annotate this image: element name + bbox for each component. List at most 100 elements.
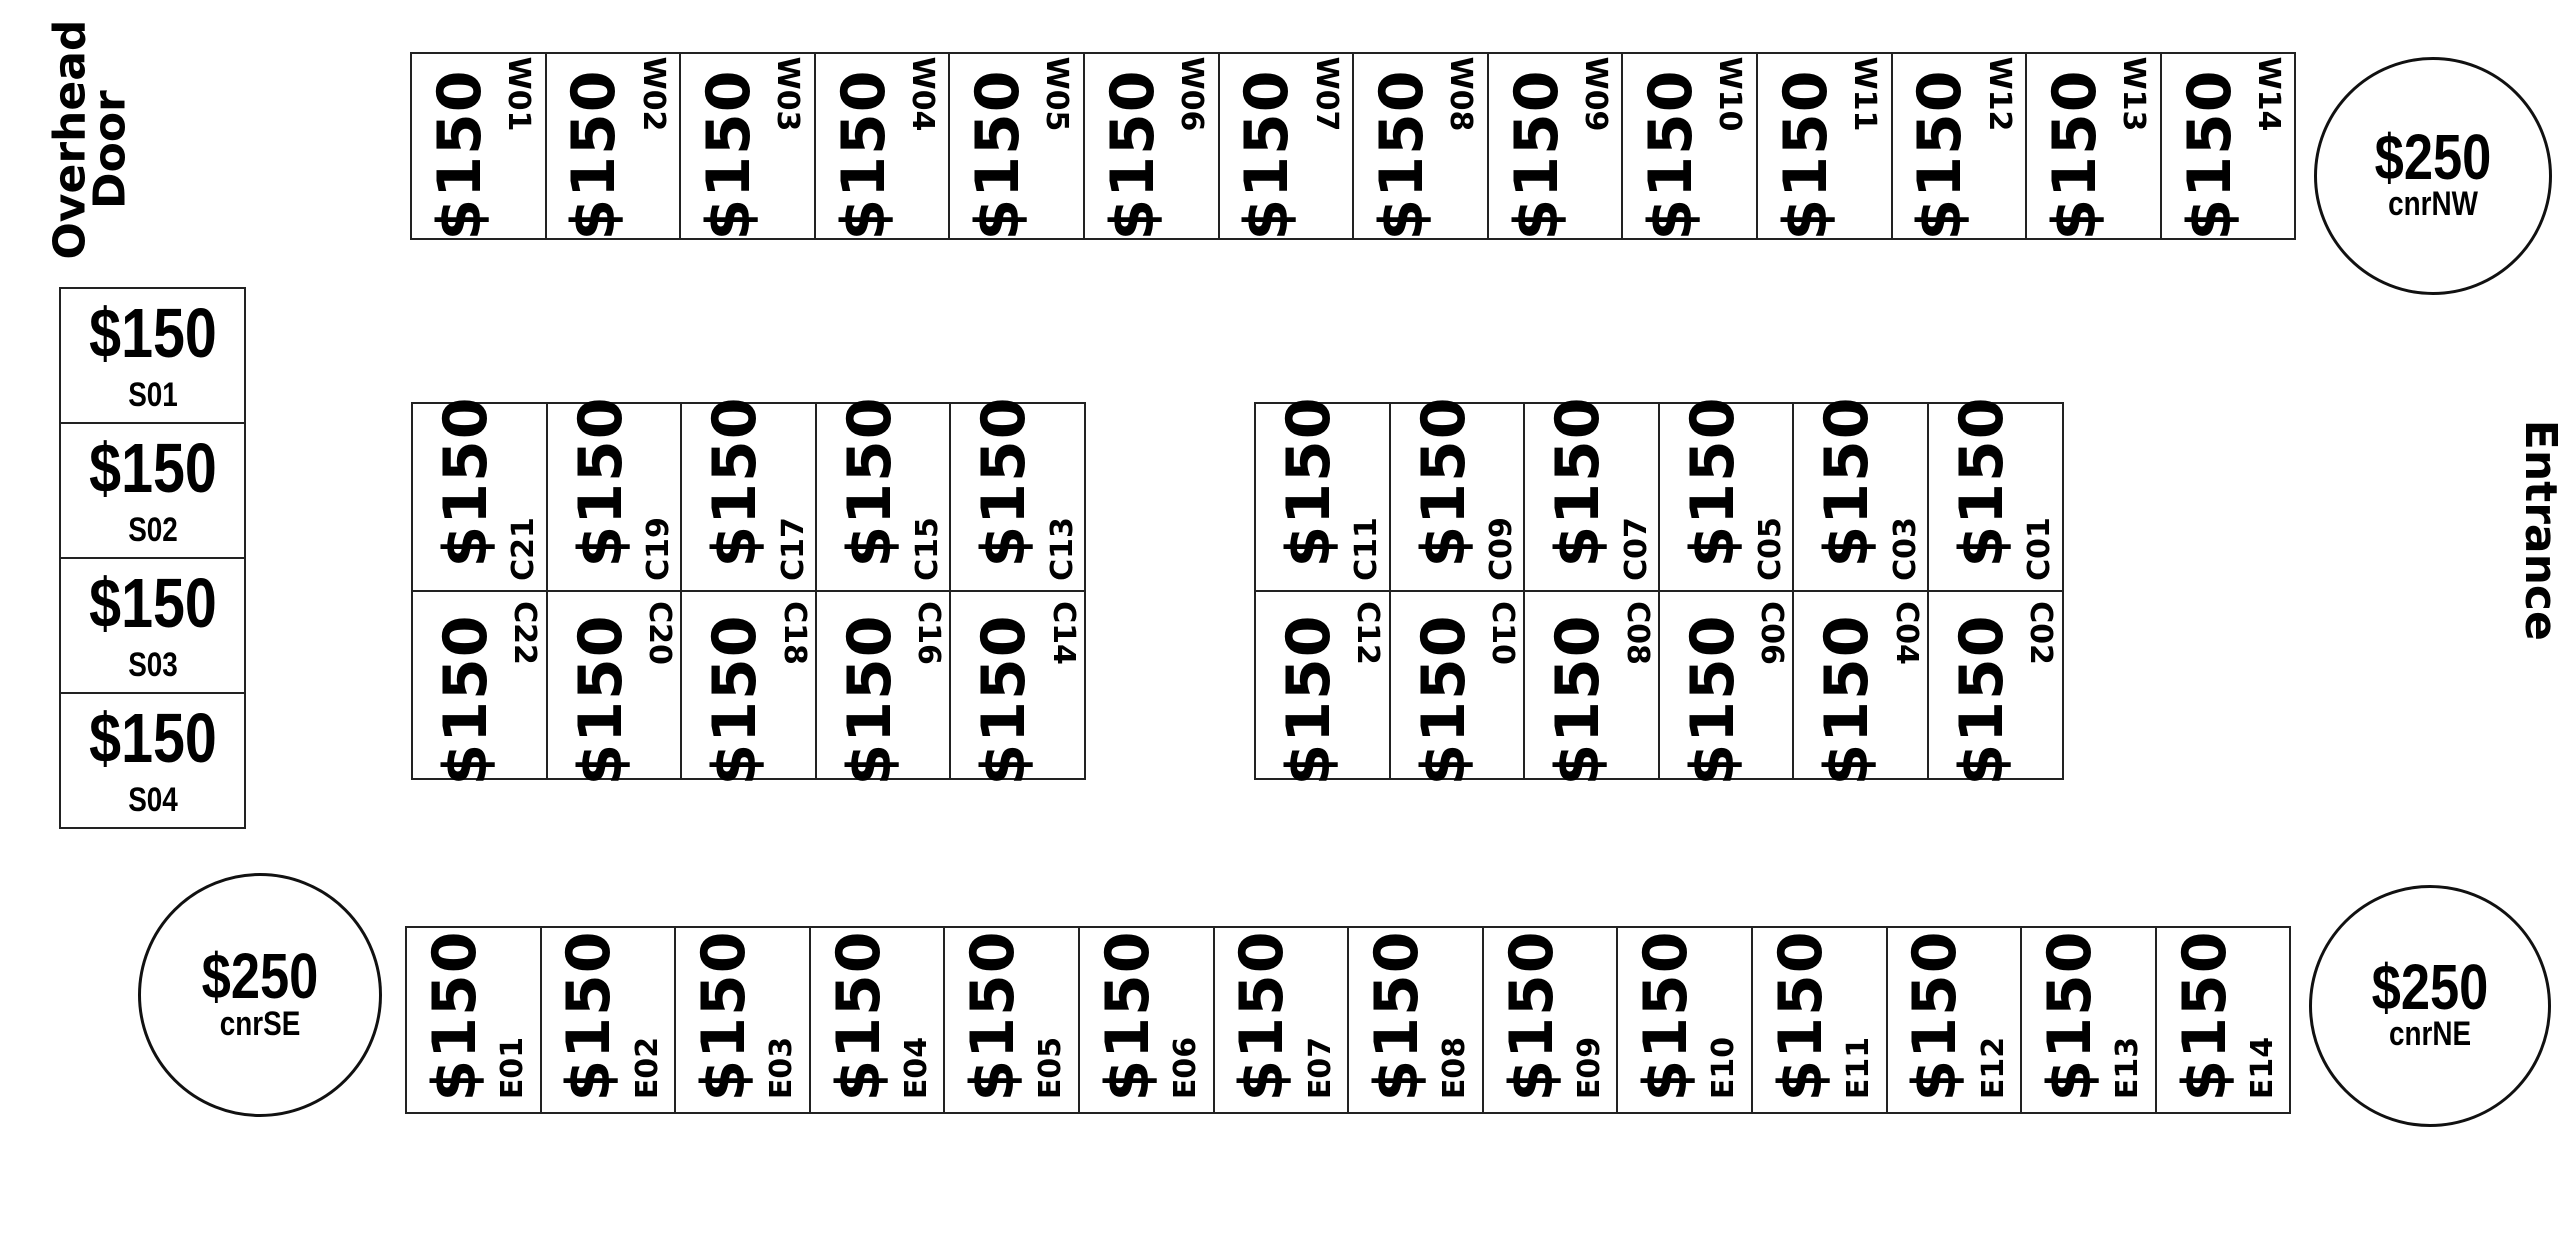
booth-id: E06: [1168, 1036, 1204, 1099]
booth-s03[interactable]: $150 S03: [59, 557, 246, 694]
booth-c01[interactable]: $150 C01: [1927, 397, 2064, 592]
booth-id: S01: [127, 376, 178, 415]
booth-id: W06: [1174, 57, 1210, 132]
booth-e03[interactable]: $150 E03: [674, 926, 811, 1114]
booth-c03[interactable]: $150 C03: [1792, 397, 1929, 592]
booth-id: C11: [1349, 517, 1385, 581]
booth-id: W11: [1847, 57, 1883, 132]
booth-price: $150: [823, 930, 894, 1102]
booth-w12[interactable]: $150 W12: [1890, 52, 2028, 241]
booth-price: $150: [1770, 69, 1841, 241]
booth-c06[interactable]: $150 C06: [1657, 590, 1795, 785]
booth-e04[interactable]: $150 E04: [808, 926, 946, 1114]
booth-id: C13: [1044, 517, 1080, 581]
booth-w01[interactable]: $150 W01: [410, 52, 547, 241]
booth-e09[interactable]: $150 E09: [1481, 926, 1619, 1114]
booth-w07[interactable]: $150 W07: [1217, 52, 1355, 241]
booth-c02[interactable]: $150 C02: [1927, 590, 2064, 785]
booth-id: C09: [1483, 517, 1519, 581]
booth-id: E08: [1437, 1036, 1473, 1099]
booth-e13[interactable]: $150 E13: [2020, 926, 2157, 1114]
booth-w09[interactable]: $150 W09: [1486, 52, 1624, 241]
booth-e14[interactable]: $150 E14: [2154, 926, 2292, 1114]
booth-w14[interactable]: $150 W14: [2159, 52, 2297, 241]
booth-price: $150: [424, 69, 495, 241]
booth-id: W09: [1577, 57, 1613, 132]
booth-c04[interactable]: $150 C04: [1792, 590, 1929, 785]
booth-c05[interactable]: $150 C05: [1657, 397, 1795, 592]
booth-c10[interactable]: $150 C10: [1388, 590, 1526, 785]
booth-w11[interactable]: $150 W11: [1756, 52, 1893, 241]
booth-c17[interactable]: $150 C17: [680, 397, 817, 592]
booth-w02[interactable]: $150 W02: [544, 52, 682, 241]
booth-id: C05: [1753, 517, 1789, 581]
booth-id: C21: [506, 517, 542, 581]
booth-e12[interactable]: $150 E12: [1885, 926, 2023, 1114]
booth-c20[interactable]: $150 C20: [545, 590, 683, 785]
booth-price: $150: [2169, 930, 2240, 1102]
booth-w10[interactable]: $150 W10: [1621, 52, 1758, 241]
corner-booth-cnrse[interactable]: $250 cnrSE: [138, 873, 382, 1117]
booth-price: $150: [1274, 396, 1345, 568]
booth-id: C22: [507, 601, 543, 665]
booth-c19[interactable]: $150 C19: [545, 397, 683, 592]
booth-c14[interactable]: $150 C14: [949, 590, 1086, 785]
booth-price: $150: [88, 698, 217, 777]
booth-id: S02: [127, 511, 178, 550]
booth-e11[interactable]: $150 E11: [1751, 926, 1888, 1114]
booth-c07[interactable]: $150 C07: [1523, 397, 1660, 592]
booth-price: $150: [1812, 614, 1883, 786]
booth-s02[interactable]: $150 S02: [59, 422, 246, 559]
booth-id: C12: [1350, 601, 1386, 665]
booth-price: $150: [1408, 614, 1479, 786]
booth-c13[interactable]: $150 C13: [949, 397, 1086, 592]
booth-id: C18: [776, 601, 812, 665]
booth-s01[interactable]: $150 S01: [59, 287, 246, 424]
booth-e10[interactable]: $150 E10: [1616, 926, 1753, 1114]
booth-id: C01: [2022, 517, 2058, 581]
booth-id: C20: [641, 601, 677, 665]
corner-booth-cnrnw[interactable]: $250 cnrNW: [2314, 57, 2552, 295]
booth-price: $150: [1677, 614, 1748, 786]
booth-price: $150: [688, 930, 759, 1102]
booth-e01[interactable]: $150 E01: [405, 926, 542, 1114]
booth-price: $150: [1408, 396, 1479, 568]
overhead-door-label: Overhead Door: [44, 20, 135, 260]
booth-price: $150: [1496, 930, 1567, 1102]
booth-w06[interactable]: $150 W06: [1083, 52, 1220, 241]
booth-w08[interactable]: $150 W08: [1352, 52, 1489, 241]
booth-e08[interactable]: $150 E08: [1347, 926, 1484, 1114]
booth-price: $150: [1812, 396, 1883, 568]
booth-w13[interactable]: $150 W13: [2025, 52, 2162, 241]
booth-c15[interactable]: $150 C15: [814, 397, 952, 592]
booth-c21[interactable]: $150 C21: [411, 397, 548, 592]
booth-e05[interactable]: $150 E05: [943, 926, 1080, 1114]
booth-price: $150: [1636, 69, 1707, 241]
booth-id: C02: [2023, 601, 2059, 665]
booth-price: $150: [700, 614, 771, 786]
corner-price: $250: [2374, 121, 2492, 194]
booth-c09[interactable]: $150 C09: [1388, 397, 1526, 592]
booth-c12[interactable]: $150 C12: [1254, 590, 1391, 785]
booth-w04[interactable]: $150 W04: [813, 52, 951, 241]
booth-c11[interactable]: $150 C11: [1254, 397, 1391, 592]
booth-id: W13: [2116, 57, 2152, 132]
booth-price: $150: [88, 563, 217, 642]
booth-e07[interactable]: $150 E07: [1212, 926, 1350, 1114]
booth-e06[interactable]: $150 E06: [1078, 926, 1215, 1114]
corner-booth-cnrne[interactable]: $250 cnrNE: [2309, 885, 2551, 1127]
booth-c18[interactable]: $150 C18: [680, 590, 817, 785]
booth-price: $150: [419, 930, 490, 1102]
booth-price: $150: [1765, 930, 1836, 1102]
booth-c22[interactable]: $150 C22: [411, 590, 548, 785]
overhead-door-line2: Door: [84, 90, 135, 209]
booth-price: $150: [1677, 396, 1748, 568]
booth-w03[interactable]: $150 W03: [679, 52, 816, 241]
booth-id: W05: [1039, 57, 1075, 132]
booth-c16[interactable]: $150 C16: [814, 590, 952, 785]
booth-c08[interactable]: $150 C08: [1523, 590, 1660, 785]
booth-w05[interactable]: $150 W05: [948, 52, 1085, 241]
booth-s04[interactable]: $150 S04: [59, 692, 246, 829]
booth-id: S04: [127, 781, 178, 820]
booth-e02[interactable]: $150 E02: [539, 926, 677, 1114]
